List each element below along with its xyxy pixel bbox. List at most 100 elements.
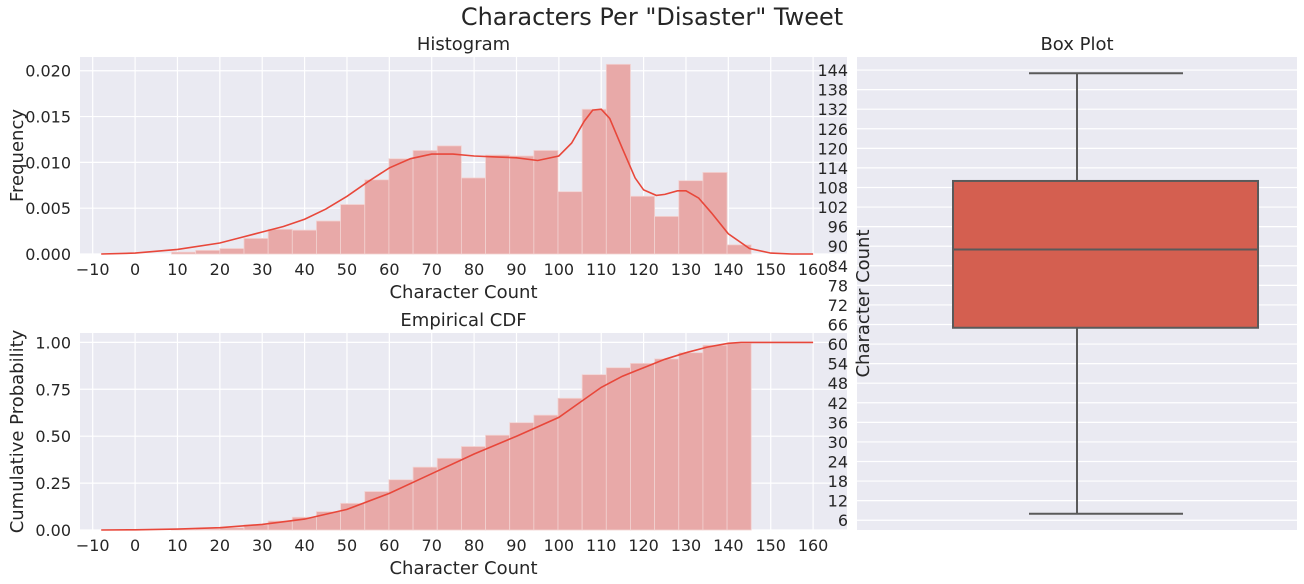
cdf-x-tick-label: 40 bbox=[294, 536, 314, 555]
cdf-bar bbox=[678, 352, 704, 531]
cdf-y-tick-label: 1.00 bbox=[35, 333, 71, 352]
hist-bar bbox=[364, 179, 390, 255]
cdf-bar bbox=[654, 358, 680, 531]
cdf-bar bbox=[485, 434, 511, 531]
hist-bar bbox=[412, 150, 438, 255]
hist-x-tick-label: 10 bbox=[167, 260, 187, 279]
boxplot-y-tick-label: 6 bbox=[838, 511, 848, 530]
cdf-x-tick-label: 150 bbox=[755, 536, 786, 555]
boxplot-y-tick-label: 132 bbox=[817, 100, 848, 119]
hist-x-tick-label: 130 bbox=[671, 260, 702, 279]
cdf-y-tick-label: 0.75 bbox=[35, 380, 71, 399]
hist-x-tick-label: 0 bbox=[130, 260, 140, 279]
hist-x-tick-label: −10 bbox=[76, 260, 110, 279]
hist-x-tick-label: 90 bbox=[506, 260, 526, 279]
cdf-y-tick-label: 0.50 bbox=[35, 427, 71, 446]
histogram-x-ticks: −10 0 10 20 30 40 50 60 70 80 90 100 110 120 130 140 150… bbox=[76, 260, 829, 279]
hist-y-tick-label: 0.010 bbox=[25, 153, 71, 172]
boxplot-y-tick-label: 42 bbox=[828, 394, 848, 413]
histogram-x-label: Character Count bbox=[389, 282, 537, 303]
hist-bar bbox=[654, 216, 680, 255]
hist-x-tick-label: 140 bbox=[713, 260, 744, 279]
cdf-x-tick-label: 80 bbox=[464, 536, 484, 555]
cdf-line bbox=[101, 341, 814, 531]
cdf-y-tick-label: 0.25 bbox=[35, 474, 71, 493]
cdf-bar bbox=[533, 414, 559, 531]
histogram-bars bbox=[171, 63, 752, 255]
hist-bar bbox=[388, 158, 414, 255]
cdf-bar bbox=[557, 397, 583, 531]
histogram-kde-line bbox=[101, 108, 814, 255]
boxplot-y-tick-label: 138 bbox=[817, 81, 848, 100]
cdf-title: Empirical CDF bbox=[400, 310, 526, 331]
boxplot-y-tick-label: 48 bbox=[828, 374, 848, 393]
boxplot-y-tick-label: 96 bbox=[828, 218, 848, 237]
cdf-bar bbox=[605, 367, 631, 531]
cdf-x-tick-label: 70 bbox=[422, 536, 442, 555]
boxplot-y-ticks: 6121824303642485460667278849096102108114… bbox=[817, 61, 848, 530]
hist-bar bbox=[291, 229, 317, 255]
cdf-x-tick-label: 140 bbox=[713, 536, 744, 555]
cdf-bar bbox=[460, 446, 486, 531]
boxplot-y-tick-label: 90 bbox=[828, 237, 848, 256]
hist-bar bbox=[581, 108, 607, 255]
cdf-x-tick-label: 10 bbox=[167, 536, 187, 555]
cdf-bar bbox=[702, 344, 728, 531]
boxplot-y-tick-label: 120 bbox=[817, 139, 848, 158]
boxplot-y-tick-label: 18 bbox=[828, 472, 848, 491]
cdf-bar bbox=[630, 362, 656, 531]
hist-x-tick-label: 100 bbox=[544, 260, 575, 279]
cdf-x-tick-label: 120 bbox=[628, 536, 659, 555]
hist-bar bbox=[267, 228, 293, 255]
cdf-x-tick-label: 50 bbox=[337, 536, 357, 555]
boxplot-y-tick-label: 36 bbox=[828, 413, 848, 432]
hist-y-tick-label: 0.015 bbox=[25, 108, 71, 127]
hist-bar bbox=[533, 150, 559, 255]
hist-x-tick-label: 40 bbox=[294, 260, 314, 279]
hist-bar bbox=[557, 191, 583, 255]
hist-bar bbox=[630, 195, 656, 255]
hist-bar bbox=[460, 177, 486, 255]
hist-x-tick-label: 20 bbox=[210, 260, 230, 279]
hist-y-tick-label: 0.005 bbox=[25, 199, 71, 218]
hist-x-tick-label: 30 bbox=[252, 260, 272, 279]
cdf-x-tick-label: 160 bbox=[798, 536, 829, 555]
boxplot-y-tick-label: 102 bbox=[817, 198, 848, 217]
cdf-x-tick-label: 90 bbox=[506, 536, 526, 555]
cdf-y-ticks: 0.00 0.25 0.50 0.75 1.00 bbox=[35, 333, 71, 540]
hist-x-tick-label: 50 bbox=[337, 260, 357, 279]
boxplot-y-tick-label: 30 bbox=[828, 433, 848, 452]
cdf-y-tick-label: 0.00 bbox=[35, 521, 71, 540]
histogram-panel: −10 0 10 20 30 40 50 60 70 80 90 100 110 120 130 140 150… bbox=[7, 34, 847, 303]
hist-bar bbox=[726, 244, 752, 255]
boxplot-iqr-box bbox=[952, 179, 1259, 329]
hist-bar bbox=[195, 249, 221, 255]
cdf-x-tick-label: 130 bbox=[671, 536, 702, 555]
boxplot-panel: 6121824303642485460667278849096102108114… bbox=[817, 34, 1297, 530]
boxplot-y-tick-label: 78 bbox=[828, 276, 848, 295]
hist-bar bbox=[702, 172, 728, 255]
boxplot-y-tick-label: 12 bbox=[828, 492, 848, 511]
hist-bar bbox=[171, 251, 197, 255]
boxplot-y-tick-label: 84 bbox=[828, 257, 848, 276]
cdf-y-label: Cumulative Probability bbox=[7, 329, 28, 533]
cdf-x-tick-label: 60 bbox=[379, 536, 399, 555]
cdf-x-tick-label: 0 bbox=[130, 536, 140, 555]
hist-x-tick-label: 60 bbox=[379, 260, 399, 279]
cdf-bar bbox=[509, 422, 535, 531]
boxplot-y-tick-label: 126 bbox=[817, 120, 848, 139]
cdf-bars bbox=[171, 342, 752, 531]
hist-bar bbox=[678, 180, 704, 255]
hist-x-tick-label: 110 bbox=[586, 260, 617, 279]
boxplot-y-tick-label: 66 bbox=[828, 315, 848, 334]
hist-x-tick-label: 150 bbox=[755, 260, 786, 279]
boxplot-y-tick-label: 54 bbox=[828, 355, 848, 374]
boxplot-y-label: Character Count bbox=[853, 229, 874, 377]
cdf-bar bbox=[364, 491, 390, 531]
cdf-x-tick-label: 30 bbox=[252, 536, 272, 555]
hist-bar bbox=[436, 145, 462, 255]
boxplot-y-tick-label: 60 bbox=[828, 335, 848, 354]
hist-bar bbox=[243, 238, 269, 255]
histogram-title: Histogram bbox=[417, 34, 510, 55]
